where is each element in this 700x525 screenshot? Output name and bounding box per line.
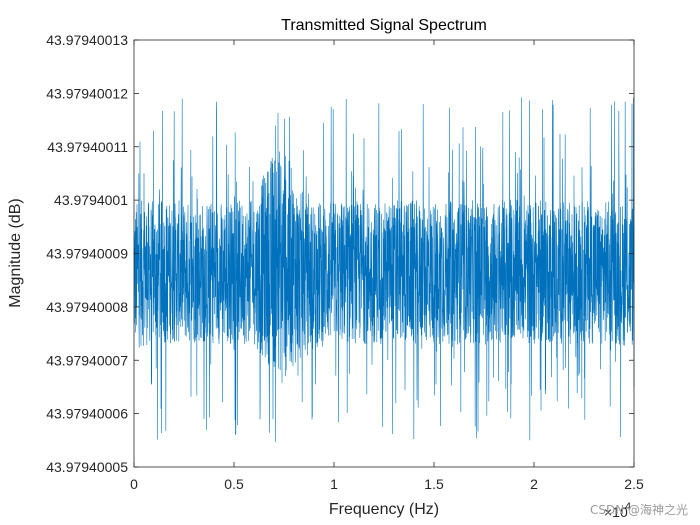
y-tick-label: 43.97940006 (46, 406, 128, 422)
x-tick-label: 0 (130, 476, 138, 492)
y-tick-label: 43.97940013 (46, 32, 128, 48)
y-tick-label: 43.97940008 (46, 299, 128, 315)
y-tick-label: 43.97940011 (47, 139, 128, 155)
x-tick-label: 2 (530, 476, 538, 492)
data-layer (133, 97, 635, 443)
x-exponent-base: ×10 (604, 504, 628, 520)
chart-title: Transmitted Signal Spectrum (281, 17, 487, 34)
y-tick-label: 43.97940007 (46, 352, 128, 368)
y-tick-label: 43.97940009 (46, 246, 128, 262)
x-tick-label: 1 (330, 476, 338, 492)
y-tick-label: 43.97940005 (46, 459, 128, 475)
x-tick-label: 2.5 (624, 476, 644, 492)
ticks-layer: 0 0.5 1 1.5 2 2.5 43.97940005 43.97940006 43.979… (46, 32, 644, 492)
watermark: CSDN @海神之光 (590, 502, 688, 517)
x-exponent-power: 4 (625, 501, 631, 513)
x-tick-label: 0.5 (224, 476, 244, 492)
x-tick-label: 1.5 (424, 476, 444, 492)
y-axis-label: Magnitude (dB) (7, 198, 24, 307)
y-tick-label: 43.9794001 (54, 192, 128, 208)
series-line-spectrum (133, 97, 635, 443)
x-axis-label: Frequency (Hz) (329, 501, 439, 518)
y-tick-label: 43.97940012 (46, 85, 128, 101)
